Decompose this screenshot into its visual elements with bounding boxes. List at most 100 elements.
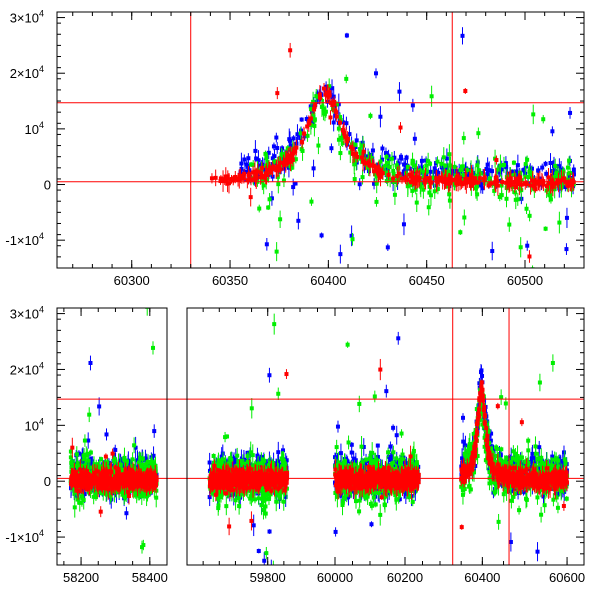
top-plot-area: [209, 27, 576, 268]
data-point: [476, 168, 481, 173]
data-point: [404, 155, 409, 160]
data-point: [550, 178, 555, 183]
data-point: [374, 165, 379, 170]
data-point: [379, 169, 384, 174]
data-point: [336, 137, 341, 142]
data-point: [440, 178, 445, 183]
data-point: [374, 71, 379, 76]
data-point: [288, 159, 293, 164]
data-point: [415, 175, 420, 180]
axis-frame: [56, 11, 585, 269]
data-point: [388, 177, 393, 182]
data-point: [91, 485, 96, 490]
data-point: [227, 181, 232, 186]
data-point: [399, 176, 404, 181]
data-point: [529, 166, 534, 171]
data-point: [460, 33, 465, 38]
data-point: [410, 158, 415, 163]
data-point: [475, 180, 480, 185]
data-point: [442, 163, 447, 168]
data-point: [232, 460, 237, 465]
data-point: [85, 461, 90, 466]
x-tick-label: 60350: [212, 273, 248, 288]
data-point: [207, 495, 212, 500]
data-point: [436, 170, 441, 175]
data-point: [267, 165, 272, 170]
data-point: [401, 172, 406, 177]
data-point: [525, 243, 530, 248]
data-point: [209, 176, 214, 181]
data-point: [550, 454, 555, 459]
data-point: [566, 181, 571, 186]
data-point: [467, 176, 472, 181]
data-point: [233, 456, 238, 461]
x-tick-label: 60300: [114, 273, 150, 288]
data-point: [275, 91, 280, 96]
data-point: [529, 170, 534, 175]
data-point: [263, 163, 268, 168]
data-point: [263, 172, 268, 177]
data-point: [374, 181, 379, 186]
data-point: [557, 164, 562, 169]
data-point: [361, 159, 366, 164]
data-point: [262, 558, 267, 563]
data-point: [380, 146, 385, 151]
data-point: [494, 158, 499, 163]
data-point: [384, 178, 389, 183]
data-point: [255, 169, 260, 174]
data-point: [396, 336, 401, 341]
data-point: [265, 159, 270, 164]
data-point: [504, 175, 509, 180]
data-point: [281, 160, 286, 165]
data-point: [407, 172, 412, 177]
data-point: [395, 173, 400, 178]
data-point: [484, 166, 489, 171]
data-point: [289, 165, 294, 170]
data-point: [291, 185, 296, 190]
data-point: [439, 161, 444, 166]
data-point: [401, 222, 406, 227]
data-point: [527, 213, 532, 218]
data-point: [340, 141, 345, 146]
data-point: [300, 148, 305, 153]
data-point: [526, 174, 531, 179]
data-point: [428, 169, 433, 174]
data-point: [272, 159, 277, 164]
data-point: [338, 451, 343, 456]
data-point: [258, 170, 263, 175]
data-point: [432, 189, 437, 194]
y-tick-label: -1×104: [5, 231, 44, 248]
data-point: [345, 459, 350, 464]
data-point: [247, 168, 252, 173]
top-series-2: [209, 42, 576, 263]
data-point: [378, 114, 383, 119]
data-point: [294, 145, 299, 150]
data-point: [372, 169, 377, 174]
data-point: [283, 494, 288, 499]
data-point: [348, 150, 353, 155]
data-point: [447, 192, 452, 197]
data-point: [384, 154, 389, 159]
data-point: [219, 454, 224, 459]
data-point: [429, 180, 434, 185]
data-point: [345, 136, 350, 141]
data-point: [552, 175, 557, 180]
data-point: [550, 168, 555, 173]
data-point: [481, 171, 486, 176]
data-point: [368, 113, 373, 118]
data-point: [290, 157, 295, 162]
data-point: [569, 183, 574, 188]
data-point: [104, 432, 109, 437]
data-point: [403, 491, 408, 496]
data-point: [348, 145, 353, 150]
data-point: [263, 151, 268, 156]
data-point: [296, 218, 301, 223]
data-point: [374, 173, 379, 178]
data-point: [222, 178, 227, 183]
data-point: [291, 136, 296, 141]
data-point: [413, 181, 418, 186]
data-point: [392, 192, 397, 197]
data-point: [422, 180, 427, 185]
data-point: [133, 445, 138, 450]
data-point: [335, 424, 340, 429]
